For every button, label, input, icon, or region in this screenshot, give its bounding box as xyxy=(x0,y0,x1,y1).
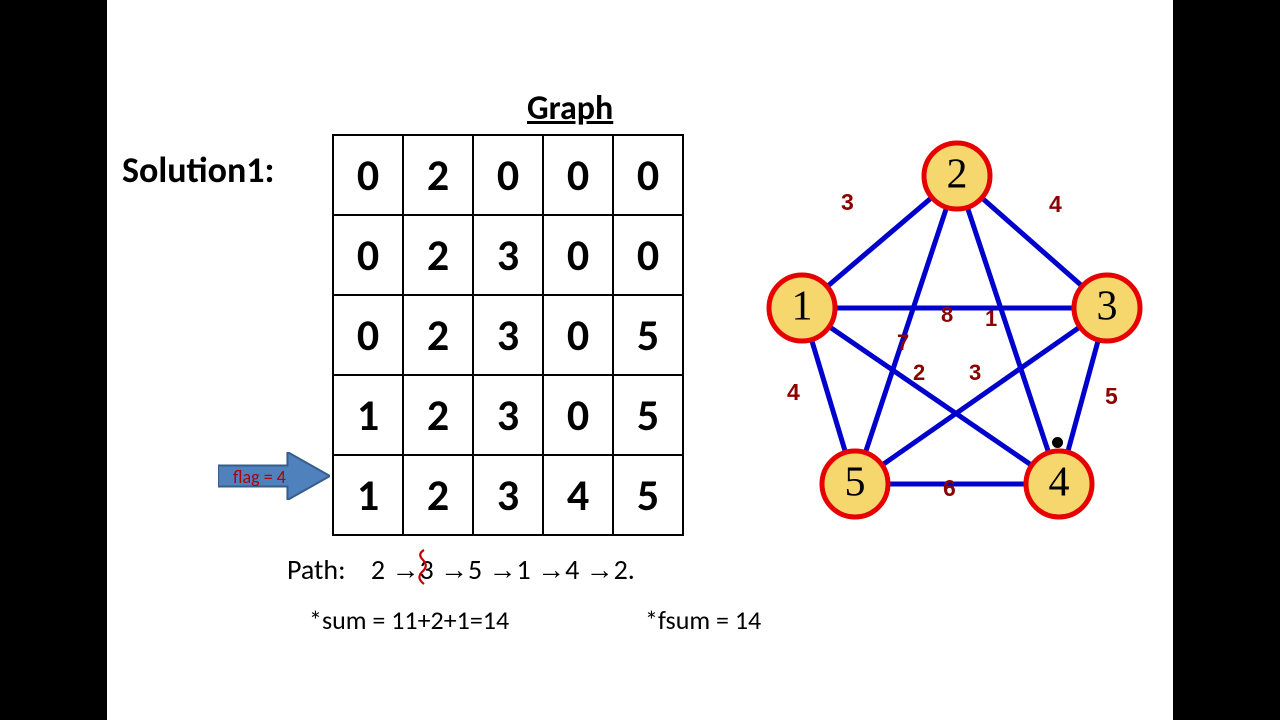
matrix-cell: 3 xyxy=(473,375,543,455)
matrix-cell: 2 xyxy=(403,295,473,375)
matrix-cell: 0 xyxy=(333,295,403,375)
flag-label: flag = 4 xyxy=(233,466,286,488)
svg-text:2: 2 xyxy=(913,360,925,385)
solution-label: Solution1: xyxy=(122,148,274,192)
svg-text:3: 3 xyxy=(969,360,981,385)
matrix-cell: 4 xyxy=(543,455,613,535)
matrix-cell: 0 xyxy=(613,215,683,295)
sum-line: *sum = 11+2+1=14 xyxy=(309,604,509,636)
matrix-cell: 0 xyxy=(543,295,613,375)
matrix-cell: 5 xyxy=(613,455,683,535)
svg-text:4: 4 xyxy=(1049,191,1062,217)
svg-text:7: 7 xyxy=(897,330,909,355)
matrix-cell: 0 xyxy=(543,135,613,215)
solution-matrix: 0200002300023051230512345 xyxy=(332,134,684,536)
svg-text:4: 4 xyxy=(1049,460,1070,506)
matrix-cell: 2 xyxy=(403,455,473,535)
svg-text:6: 6 xyxy=(943,475,956,501)
matrix-cell: 3 xyxy=(473,215,543,295)
matrix-cell: 5 xyxy=(613,375,683,455)
matrix-cell: 0 xyxy=(333,215,403,295)
stray-dot xyxy=(1052,437,1063,448)
svg-text:1: 1 xyxy=(985,306,997,331)
matrix-cell: 3 xyxy=(473,455,543,535)
matrix-cell: 5 xyxy=(613,295,683,375)
matrix-cell: 0 xyxy=(543,215,613,295)
matrix-cell: 2 xyxy=(403,215,473,295)
svg-text:5: 5 xyxy=(845,460,866,506)
svg-text:3: 3 xyxy=(1097,284,1118,330)
svg-text:3: 3 xyxy=(841,189,854,215)
fsum-line: *fsum = 14 xyxy=(645,604,761,636)
svg-text:4: 4 xyxy=(787,379,800,405)
path-line: Path: 2 →3 →5 →1 →4 →2. xyxy=(287,552,635,587)
matrix-cell: 0 xyxy=(473,135,543,215)
matrix-cell: 2 xyxy=(403,135,473,215)
svg-text:1: 1 xyxy=(792,284,813,330)
svg-text:5: 5 xyxy=(1105,383,1118,409)
svg-text:8: 8 xyxy=(941,302,953,327)
graph-diagram: 123453481723456 xyxy=(687,126,1147,526)
svg-text:2: 2 xyxy=(947,152,968,198)
matrix-cell: 3 xyxy=(473,295,543,375)
graph-title: Graph xyxy=(527,88,613,129)
matrix-cell: 1 xyxy=(333,375,403,455)
matrix-cell: 0 xyxy=(543,375,613,455)
slide-stage: Graph Solution1: 02000023000230512305123… xyxy=(107,0,1173,720)
matrix-cell: 1 xyxy=(333,455,403,535)
matrix-cell: 0 xyxy=(613,135,683,215)
matrix-cell: 0 xyxy=(333,135,403,215)
matrix-cell: 2 xyxy=(403,375,473,455)
